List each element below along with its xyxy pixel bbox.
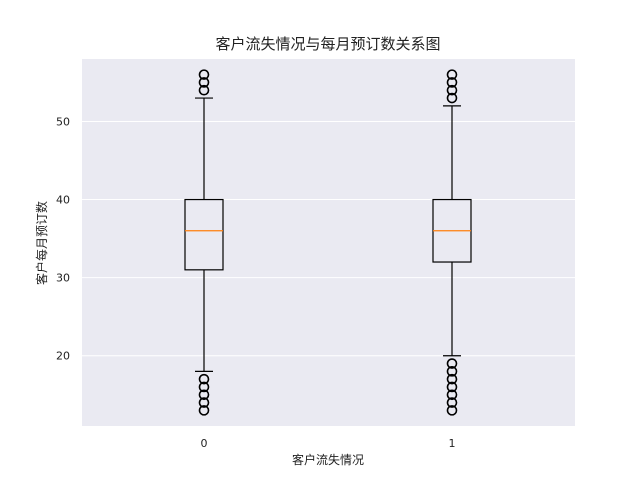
outlier-0-17	[198, 373, 210, 385]
outlier-1-54	[446, 84, 458, 96]
box-group-0	[184, 69, 224, 416]
outlier-0-13	[198, 405, 210, 416]
outlier-0-55	[198, 77, 210, 88]
box-0	[184, 198, 224, 271]
box-group-1	[432, 69, 472, 416]
outlier-1-13	[446, 405, 458, 416]
outlier-0-14	[198, 397, 210, 408]
y-axis-label: 客户每月预订数	[34, 201, 49, 285]
box-layer	[184, 69, 472, 416]
x-tick-label-0: 0	[201, 437, 208, 450]
outlier-0-16	[198, 381, 210, 393]
outlier-0-54	[198, 84, 210, 96]
outlier-1-53	[446, 92, 458, 104]
outlier-1-14	[446, 397, 458, 408]
outlier-0-56	[198, 69, 210, 80]
y-tick-label-30: 30	[56, 272, 70, 285]
y-tick-label-20: 20	[56, 350, 70, 363]
outlier-1-56	[446, 69, 458, 80]
outlier-1-15	[446, 389, 458, 401]
y-axis-ticks: 20 30 40 50	[56, 115, 70, 362]
chart-title: 客户流失情况与每月预订数关系图	[215, 35, 440, 53]
outlier-0-15	[198, 389, 210, 401]
outlier-1-55	[446, 77, 458, 88]
outlier-1-18	[446, 366, 458, 377]
x-axis-label: 客户流失情况	[292, 452, 364, 467]
plot-area	[82, 59, 575, 426]
grid-lines	[82, 120, 575, 357]
y-tick-label-40: 40	[56, 194, 70, 207]
x-tick-label-1: 1	[449, 437, 456, 450]
outlier-1-17	[446, 373, 458, 385]
outlier-1-16	[446, 381, 458, 393]
outlier-1-19	[446, 358, 458, 369]
y-tick-label-50: 50	[56, 115, 70, 128]
